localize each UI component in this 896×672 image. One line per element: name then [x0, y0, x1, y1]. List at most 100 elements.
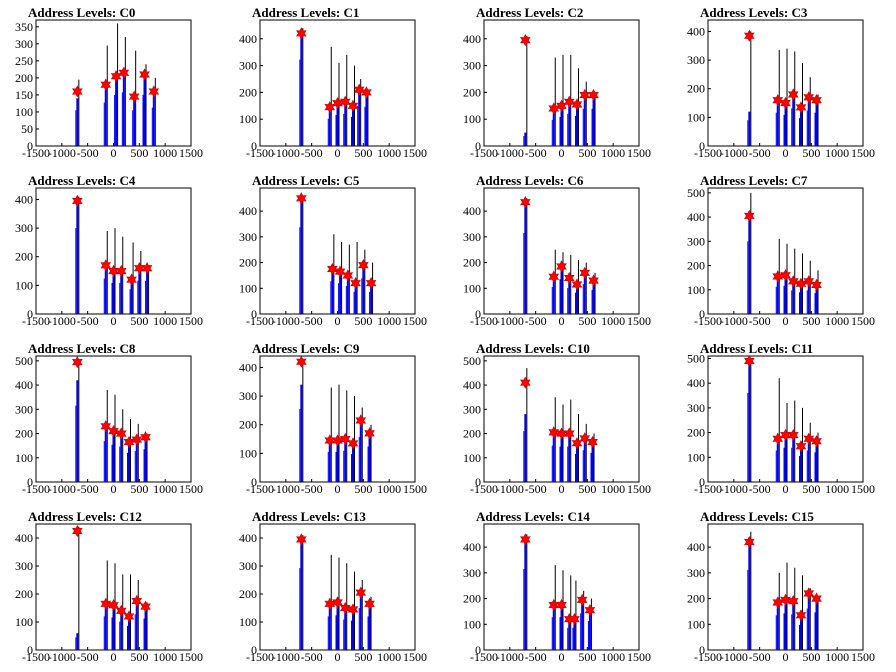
x-tick-label: 500 — [578, 146, 596, 160]
peak-marker — [342, 269, 354, 282]
peak-marker — [571, 437, 583, 450]
x-tick-label: -1000 — [48, 650, 76, 664]
peak-marker — [296, 192, 307, 205]
x-tick-label: -500 — [301, 482, 323, 496]
chart-plot: -1500-1000 -500 0 500 1000 1500 0 50 100 150 200 25… — [15, 19, 203, 160]
x-tick-label: -500 — [525, 146, 547, 160]
y-tick-label: 0 — [27, 643, 33, 657]
peak-marker — [780, 269, 791, 282]
chart-plot: -1500-1000 -500 0 500 1000 1500 0 100 200 300 400 — [239, 523, 427, 664]
x-tick-label: -500 — [77, 482, 99, 496]
y-tick-label: 200 — [463, 85, 481, 99]
peak-marker — [339, 95, 351, 108]
chart-plot: -1500-1000 -500 0 500 1000 1500 0 100 200 300 400 — [15, 523, 203, 664]
y-tick-label: 300 — [687, 401, 705, 415]
x-tick-label: -1500 — [22, 314, 50, 328]
chart-title: Address Levels: C5 — [252, 173, 360, 188]
peak-marker — [108, 599, 119, 612]
x-tick-label: 1500 — [403, 482, 427, 496]
chart-panel: Address Levels: C5 -1500 -1000 -500 0 500 1000… — [224, 168, 448, 336]
chart-title: Address Levels: C14 — [476, 509, 590, 524]
y-tick-label: 500 — [687, 351, 705, 365]
x-tick-label: 500 — [354, 146, 372, 160]
x-tick-label: 500 — [130, 482, 148, 496]
peak-marker — [115, 264, 127, 278]
y-tick-label: 100 — [239, 112, 257, 126]
y-tick-label: 100 — [239, 615, 257, 629]
peak-marker — [339, 432, 351, 446]
x-tick-label: -500 — [525, 650, 547, 664]
y-tick-label: 500 — [463, 354, 481, 368]
peak-marker — [141, 262, 153, 275]
x-tick-label: 0 — [335, 314, 341, 328]
peak-marker — [72, 355, 83, 369]
y-tick-label: 400 — [239, 204, 257, 218]
x-tick-label: 1000 — [153, 482, 177, 496]
chart-plot: -1500-1000 -500 0 500 1000 1500 0 100 200 300 400 — [687, 19, 875, 160]
x-tick-label: -1000 — [496, 314, 524, 328]
peak-marker — [347, 603, 359, 616]
peak-marker — [811, 435, 822, 448]
peak-marker — [744, 535, 755, 549]
y-tick-label: 100 — [687, 450, 705, 464]
y-tick-label: 200 — [239, 418, 257, 432]
chart-panel: Address Levels: C6 -1500 -1000 -500 0 500 1000… — [448, 168, 672, 336]
x-tick-label: -1500 — [694, 482, 722, 496]
y-tick-label: 300 — [463, 402, 481, 416]
x-tick-label: 500 — [354, 650, 372, 664]
peak-marker — [296, 27, 307, 40]
x-tick-label: 500 — [802, 482, 820, 496]
peak-marker — [579, 88, 591, 102]
x-tick-label: 0 — [111, 482, 117, 496]
peak-marker — [588, 88, 599, 102]
chart-panel: Address Levels: C15 -1500 -1000 -500 0 500 100… — [672, 504, 896, 672]
y-tick-label: 500 — [687, 186, 705, 200]
x-tick-label: -500 — [525, 314, 547, 328]
x-tick-label: 500 — [802, 146, 820, 160]
x-tick-label: -1500 — [470, 650, 498, 664]
y-tick-label: 100 — [463, 112, 481, 126]
x-tick-label: -500 — [301, 146, 323, 160]
y-tick-label: 400 — [463, 204, 481, 218]
x-tick-label: 1500 — [179, 146, 203, 160]
y-tick-label: 100 — [15, 451, 33, 465]
x-tick-label: 1500 — [403, 146, 427, 160]
y-tick-label: 400 — [463, 32, 481, 46]
y-tick-label: 300 — [15, 559, 33, 573]
peak-marker — [108, 424, 119, 438]
chart-title: Address Levels: C0 — [28, 5, 136, 20]
peak-marker — [803, 432, 815, 445]
x-tick-label: 1500 — [851, 650, 875, 664]
x-tick-label: -1000 — [48, 482, 76, 496]
x-tick-label: 500 — [130, 314, 148, 328]
y-tick-label: 0 — [251, 139, 257, 153]
peak-marker — [520, 533, 531, 546]
x-tick-label: -1500 — [694, 314, 722, 328]
peak-marker — [520, 195, 531, 209]
chart-panel: Address Levels: C2 -1500 -1000 -500 0 500 1000… — [448, 0, 672, 168]
peak-marker — [563, 271, 575, 285]
peak-marker — [571, 278, 583, 291]
peak-marker — [365, 276, 377, 290]
peak-marker — [579, 266, 591, 280]
y-tick-label: 100 — [687, 283, 705, 297]
peak-marker — [100, 259, 112, 272]
y-tick-label: 0 — [475, 307, 481, 321]
peak-marker — [579, 432, 591, 445]
peak-marker — [563, 427, 575, 440]
peak-marker — [339, 601, 351, 615]
x-tick-label: 1000 — [377, 146, 401, 160]
y-tick-label: 400 — [15, 192, 33, 206]
y-tick-label: 150 — [15, 88, 33, 102]
y-tick-label: 400 — [463, 378, 481, 392]
chart-plot: -1500-1000 -500 0 500 1000 1500 0 100 200 300 400 — [687, 523, 875, 664]
chart-plot: -1500-1000 -500 0 500 1000 1500 0 100 200 300 400 5… — [463, 354, 651, 496]
y-tick-label: 0 — [699, 307, 705, 321]
y-tick-label: 0 — [475, 475, 481, 489]
y-tick-label: 300 — [463, 59, 481, 73]
y-tick-label: 0 — [27, 307, 33, 321]
x-tick-label: 1000 — [601, 482, 625, 496]
x-tick-label: 0 — [783, 146, 789, 160]
chart-plot: -1500-1000 -500 0 500 1000 1500 0 100 200 300 400 — [463, 187, 651, 328]
peak-marker — [131, 433, 143, 446]
